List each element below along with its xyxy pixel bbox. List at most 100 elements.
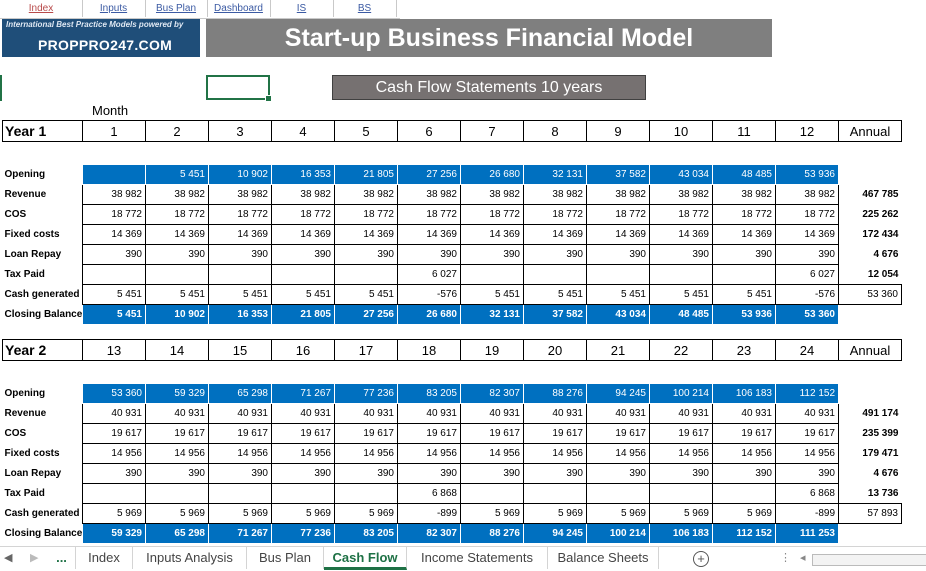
cell-opening[interactable]: 48 485	[712, 164, 776, 185]
cell-loan[interactable]: 390	[334, 463, 398, 484]
cell-cash[interactable]: -576	[397, 284, 461, 305]
cell-cash[interactable]: 5 969	[82, 503, 146, 524]
cell-revenue[interactable]: 38 982	[775, 184, 839, 205]
cell-closing[interactable]: 83 205	[334, 523, 398, 544]
cell-opening[interactable]: 65 298	[208, 383, 272, 404]
cell-opening[interactable]: 5 451	[145, 164, 209, 185]
cell-loan[interactable]: 390	[649, 463, 713, 484]
nav-link-bus-plan[interactable]: Bus Plan	[145, 0, 208, 17]
cell-tax[interactable]	[712, 264, 776, 285]
cell-cash[interactable]: 5 451	[649, 284, 713, 305]
cell-fixed[interactable]: 14 369	[460, 224, 524, 245]
cell-loan[interactable]: 390	[712, 463, 776, 484]
cell-loan[interactable]: 390	[145, 244, 209, 265]
cell-cos[interactable]: 18 772	[775, 204, 839, 225]
cell-opening[interactable]: 10 902	[208, 164, 272, 185]
cell-revenue[interactable]: 40 931	[586, 403, 650, 424]
cell-fixed[interactable]: 14 956	[145, 443, 209, 464]
cell-opening[interactable]: 32 131	[523, 164, 587, 185]
cell-fixed[interactable]: 14 956	[460, 443, 524, 464]
cell-closing[interactable]: 5 451	[82, 304, 146, 325]
cell-loan[interactable]: 390	[586, 463, 650, 484]
cell-cash[interactable]: 5 969	[208, 503, 272, 524]
annual-total-fixed[interactable]: 179 471	[862, 448, 899, 459]
cell-cos[interactable]: 19 617	[460, 423, 524, 444]
cell-tax[interactable]	[586, 264, 650, 285]
tab-bus-plan[interactable]: Bus Plan	[247, 547, 324, 569]
cell-cos[interactable]: 18 772	[649, 204, 713, 225]
cell-cos[interactable]: 19 617	[397, 423, 461, 444]
cell-closing[interactable]: 111 253	[775, 523, 839, 544]
cell-revenue[interactable]: 38 982	[649, 184, 713, 205]
cell-revenue[interactable]: 40 931	[208, 403, 272, 424]
cell-revenue[interactable]: 38 982	[712, 184, 776, 205]
cell-fixed[interactable]: 14 956	[523, 443, 587, 464]
scroll-right-icon[interactable]: ▶	[30, 552, 39, 564]
cell-loan[interactable]: 390	[208, 244, 272, 265]
cell-fixed[interactable]: 14 369	[208, 224, 272, 245]
cell-cos[interactable]: 19 617	[775, 423, 839, 444]
cell-tax[interactable]	[271, 264, 335, 285]
cell-opening[interactable]: 77 236	[334, 383, 398, 404]
cell-loan[interactable]: 390	[145, 463, 209, 484]
cell-fixed[interactable]: 14 956	[208, 443, 272, 464]
cell-closing[interactable]: 106 183	[649, 523, 713, 544]
cell-revenue[interactable]: 40 931	[397, 403, 461, 424]
cell-cos[interactable]: 18 772	[397, 204, 461, 225]
cell-tax[interactable]	[82, 264, 146, 285]
cell-cash[interactable]: 5 969	[586, 503, 650, 524]
cell-cash[interactable]: 5 969	[145, 503, 209, 524]
cell-cos[interactable]: 19 617	[82, 423, 146, 444]
cell-cos[interactable]: 19 617	[334, 423, 398, 444]
cell-closing[interactable]: 16 353	[208, 304, 272, 325]
nav-link-dashboard[interactable]: Dashboard	[207, 0, 271, 17]
tab-cash-flow[interactable]: Cash Flow	[324, 547, 407, 570]
cell-fixed[interactable]: 14 369	[145, 224, 209, 245]
cell-revenue[interactable]: 38 982	[460, 184, 524, 205]
cell-tax[interactable]	[208, 483, 272, 504]
cell-fixed[interactable]: 14 369	[775, 224, 839, 245]
cell-fixed[interactable]: 14 956	[334, 443, 398, 464]
cell-tax[interactable]	[145, 264, 209, 285]
nav-link-is[interactable]: IS	[270, 0, 334, 17]
cell-tax[interactable]	[586, 483, 650, 504]
cell-fixed[interactable]: 14 369	[523, 224, 587, 245]
cell-loan[interactable]: 390	[523, 463, 587, 484]
cell-fixed[interactable]: 14 369	[271, 224, 335, 245]
cell-revenue[interactable]: 40 931	[271, 403, 335, 424]
cell-opening[interactable]	[82, 164, 146, 185]
cell-cash[interactable]: 5 969	[649, 503, 713, 524]
cell-cos[interactable]: 19 617	[271, 423, 335, 444]
cell-closing[interactable]: 43 034	[586, 304, 650, 325]
cell-closing[interactable]: 88 276	[460, 523, 524, 544]
cell-revenue[interactable]: 40 931	[334, 403, 398, 424]
cell-tax[interactable]	[649, 483, 713, 504]
cell-fixed[interactable]: 14 956	[712, 443, 776, 464]
cell-cash[interactable]: -576	[775, 284, 839, 305]
cell-opening[interactable]: 16 353	[271, 164, 335, 185]
cell-fixed[interactable]: 14 369	[586, 224, 650, 245]
cell-closing[interactable]: 94 245	[523, 523, 587, 544]
cell-tax[interactable]	[460, 483, 524, 504]
cell-closing[interactable]: 53 360	[775, 304, 839, 325]
cell-loan[interactable]: 390	[460, 244, 524, 265]
scroll-left-small-icon[interactable]: ◂	[800, 552, 806, 564]
cell-opening[interactable]: 112 152	[775, 383, 839, 404]
cell-tax[interactable]	[523, 483, 587, 504]
cell-cos[interactable]: 19 617	[208, 423, 272, 444]
cell-loan[interactable]: 390	[208, 463, 272, 484]
cell-tax[interactable]	[334, 483, 398, 504]
cell-cash[interactable]: 5 451	[82, 284, 146, 305]
cell-loan[interactable]: 390	[334, 244, 398, 265]
cell-revenue[interactable]: 38 982	[82, 184, 146, 205]
cell-cash[interactable]: 5 969	[334, 503, 398, 524]
cell-revenue[interactable]: 40 931	[460, 403, 524, 424]
cell-fixed[interactable]: 14 369	[649, 224, 713, 245]
cell-loan[interactable]: 390	[397, 463, 461, 484]
cell-loan[interactable]: 390	[649, 244, 713, 265]
cell-revenue[interactable]: 38 982	[586, 184, 650, 205]
cell-cash[interactable]: 5 451	[523, 284, 587, 305]
cell-closing[interactable]: 53 936	[712, 304, 776, 325]
cell-revenue[interactable]: 40 931	[775, 403, 839, 424]
cell-tax[interactable]	[145, 483, 209, 504]
